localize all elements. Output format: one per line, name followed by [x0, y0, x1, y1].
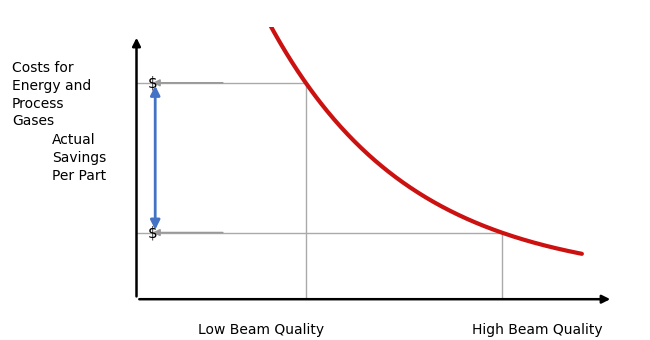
Text: $: $	[148, 225, 157, 240]
Text: Actual
Savings
Per Part: Actual Savings Per Part	[52, 133, 106, 183]
Text: Costs for
Energy and
Process
Gases: Costs for Energy and Process Gases	[12, 61, 91, 129]
Text: High Beam Quality: High Beam Quality	[472, 323, 603, 337]
Text: Low Beam Quality: Low Beam Quality	[198, 323, 324, 337]
Text: $: $	[148, 75, 157, 90]
